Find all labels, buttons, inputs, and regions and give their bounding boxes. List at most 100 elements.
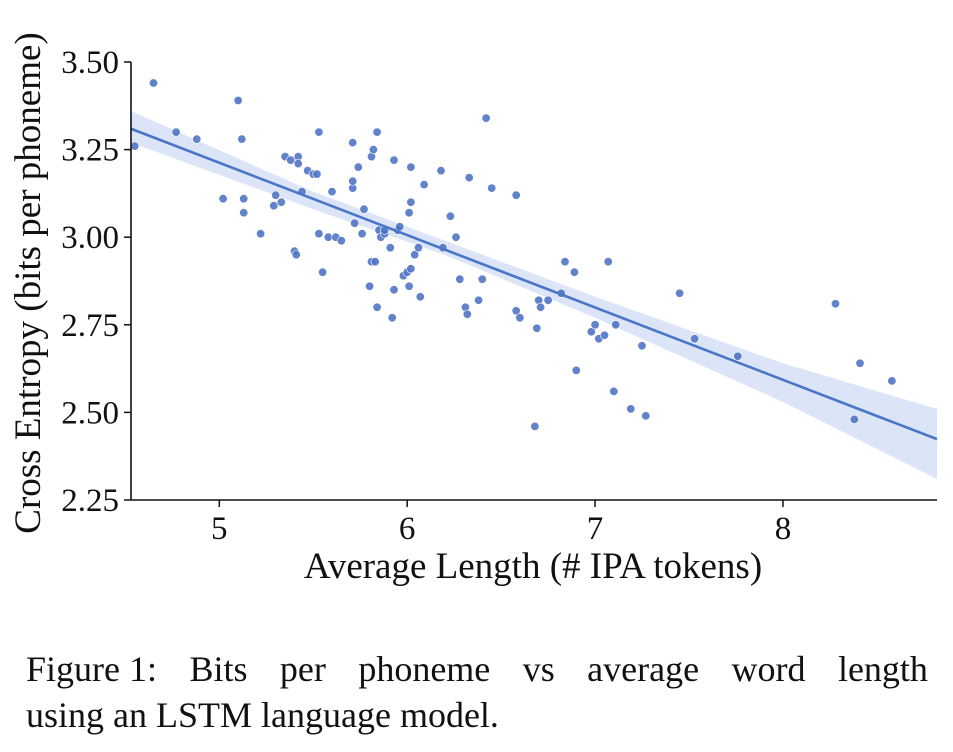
data-point: [368, 145, 378, 155]
data-point: [532, 323, 542, 333]
y-axis-title: Cross Entropy (bits per phoneme): [8, 32, 49, 533]
data-point: [603, 257, 613, 267]
regression-line-layer: [130, 127, 938, 441]
data-point: [611, 320, 621, 330]
data-point: [314, 127, 324, 137]
data-point: [348, 176, 358, 186]
caption-word: phoneme: [358, 649, 491, 689]
data-point: [590, 320, 600, 330]
data-point: [481, 113, 491, 123]
data-point: [291, 250, 301, 260]
data-point: [256, 229, 266, 239]
data-point: [511, 306, 521, 316]
data-point: [359, 204, 369, 214]
y-tick-label: 3.50: [61, 45, 119, 81]
caption-word: per: [279, 649, 326, 689]
ticks-layer: 5 6 7 8 2.25 2.50 2.75 3.00 3.25 3.50: [61, 45, 791, 547]
data-point: [293, 159, 303, 169]
y-tick-label: 2.25: [61, 483, 119, 519]
data-point: [733, 351, 743, 361]
scatter-chart: 5 6 7 8 2.25 2.50 2.75 3.00 3.25 3.50 Average Len…: [8, 32, 938, 587]
data-point: [477, 274, 487, 284]
caption-word: length: [837, 649, 928, 689]
data-point: [385, 243, 395, 253]
regression-line: [130, 127, 938, 441]
data-point: [271, 190, 281, 200]
data-point: [372, 127, 382, 137]
data-point: [192, 134, 202, 144]
data-point: [404, 281, 414, 291]
x-tick-label: 8: [775, 511, 792, 547]
data-point: [389, 155, 399, 165]
data-point: [387, 313, 397, 323]
data-point: [406, 197, 416, 207]
data-point: [569, 267, 579, 277]
data-point: [641, 411, 651, 421]
data-point: [372, 302, 382, 312]
y-tick-label: 2.75: [61, 308, 119, 344]
caption-word: average: [587, 649, 700, 689]
data-point: [312, 169, 322, 179]
data-point: [365, 281, 375, 291]
x-tick-label: 6: [399, 511, 416, 547]
data-point: [511, 190, 521, 200]
y-tick-label: 3.25: [61, 133, 119, 169]
data-point: [406, 264, 416, 274]
data-point: [286, 155, 296, 165]
data-point: [149, 78, 159, 88]
data-point: [130, 141, 140, 151]
caption-line-2: using an LSTM language model.: [26, 695, 499, 735]
confidence-band-layer: [131, 111, 937, 479]
data-point: [237, 134, 247, 144]
data-point: [336, 236, 346, 246]
data-point: [887, 376, 897, 386]
data-point: [389, 285, 399, 295]
data-point: [239, 208, 249, 218]
data-point: [855, 358, 865, 368]
data-point: [419, 180, 429, 190]
data-point: [327, 187, 337, 197]
data-point: [395, 222, 405, 232]
data-point: [530, 421, 540, 431]
data-point: [370, 257, 380, 267]
data-point: [323, 232, 333, 242]
caption-word: Bits: [189, 649, 248, 689]
data-point: [269, 201, 279, 211]
data-point: [350, 218, 360, 228]
data-point: [436, 166, 446, 176]
points-layer: [130, 78, 897, 431]
y-tick-label: 2.50: [61, 395, 119, 431]
data-point: [849, 414, 859, 424]
data-point: [560, 257, 570, 267]
caption-word: vs: [522, 649, 555, 689]
data-point: [348, 138, 358, 148]
caption-word: word: [731, 649, 806, 689]
data-point: [233, 96, 243, 106]
data-point: [487, 183, 497, 193]
data-point: [406, 162, 416, 172]
data-point: [675, 288, 685, 298]
data-point: [599, 330, 609, 340]
confidence-band: [131, 111, 937, 479]
data-point: [571, 365, 581, 375]
y-tick-label: 3.00: [61, 220, 119, 256]
data-point: [318, 267, 328, 277]
axes-layer: [130, 62, 937, 501]
data-point: [353, 162, 363, 172]
caption-word: Figure 1:: [26, 649, 157, 689]
figure-caption: Figure 1: Bits per phoneme vs average word leng…: [26, 646, 928, 738]
data-point: [536, 302, 546, 312]
x-tick-label: 5: [211, 511, 228, 547]
data-point: [276, 197, 286, 207]
data-point: [357, 229, 367, 239]
data-point: [464, 173, 474, 183]
data-point: [455, 274, 465, 284]
data-point: [515, 313, 525, 323]
data-point: [413, 243, 423, 253]
data-point: [404, 208, 414, 218]
data-point: [474, 295, 484, 305]
data-point: [451, 232, 461, 242]
data-point: [462, 309, 472, 319]
x-axis-title: Average Length (# IPA tokens): [304, 546, 762, 587]
data-point: [415, 292, 425, 302]
